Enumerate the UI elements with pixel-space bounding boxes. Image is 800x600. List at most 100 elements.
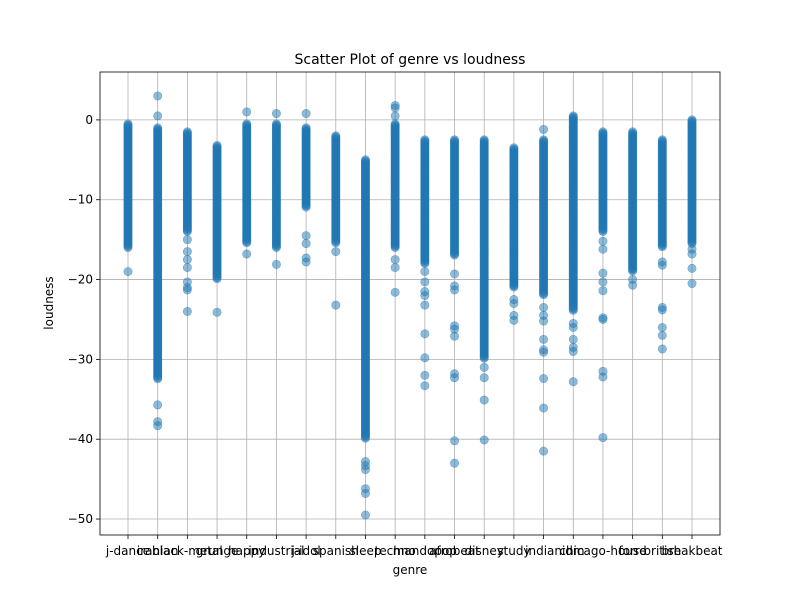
point-outlier: [271, 259, 281, 269]
point-outlier: [420, 370, 430, 380]
point-outlier: [657, 305, 667, 315]
series-j-dance: [123, 119, 133, 277]
point-outlier: [212, 307, 222, 317]
point-outlier: [450, 436, 460, 446]
y-tick-label: −20: [68, 273, 93, 287]
point-outlier: [182, 285, 192, 295]
series-indian: [539, 124, 549, 456]
point: [509, 282, 519, 292]
points-layer: [123, 91, 697, 520]
point-outlier: [153, 400, 163, 410]
point: [598, 226, 608, 236]
series-afrobeat: [450, 135, 460, 468]
point-outlier: [450, 458, 460, 468]
point-outlier: [657, 322, 667, 332]
point: [212, 274, 222, 284]
x-axis-title: genre: [393, 563, 428, 577]
series-iranian: [153, 91, 163, 431]
point-outlier: [420, 267, 430, 277]
point-outlier: [450, 269, 460, 279]
point-outlier: [628, 280, 638, 290]
point-outlier: [539, 124, 549, 134]
x-tick-label-spanish: spanish: [313, 544, 359, 558]
point-outlier: [598, 372, 608, 382]
point-outlier: [539, 403, 549, 413]
series-british: [657, 135, 667, 354]
x-tick-label-afrobeat: afrobeat: [429, 544, 480, 558]
point: [153, 374, 163, 384]
series-sleep: [360, 155, 370, 520]
point-outlier: [539, 334, 549, 344]
point-outlier: [539, 347, 549, 357]
x-tick-label-sleep: sleep: [349, 544, 381, 558]
point-outlier: [420, 277, 430, 287]
point-outlier: [360, 488, 370, 498]
point-outlier: [420, 300, 430, 310]
point: [242, 238, 252, 248]
point-outlier: [390, 103, 400, 113]
x-tick-label-indian: indian: [525, 544, 562, 558]
point-outlier: [687, 263, 697, 273]
point-outlier: [539, 316, 549, 326]
point-outlier: [568, 322, 578, 332]
point: [657, 242, 667, 252]
point-outlier: [331, 247, 341, 257]
point-outlier: [420, 353, 430, 363]
point-outlier: [450, 373, 460, 383]
point-outlier: [390, 287, 400, 297]
series-techno: [390, 101, 400, 297]
x-tick-label-techno: techno: [375, 544, 416, 558]
axes-layer: 0 −10 −20 −30 −40 −50 j-danceiranianblack-meta…: [68, 113, 723, 558]
series-disney: [479, 135, 489, 445]
series-industrial: [271, 109, 281, 269]
point-outlier: [509, 298, 519, 308]
series-chicago-house: [598, 127, 608, 443]
point-outlier: [420, 291, 430, 301]
point-outlier: [360, 510, 370, 520]
point-outlier: [657, 260, 667, 270]
point: [271, 242, 281, 252]
x-tick-label-happy: happy: [228, 544, 265, 558]
x-tick-label-j-dance: j-dance: [105, 544, 150, 558]
x-tick-label-breakbeat: breakbeat: [661, 544, 722, 558]
point-outlier: [301, 257, 311, 267]
point: [539, 290, 549, 300]
point-outlier: [301, 239, 311, 249]
point-outlier: [153, 111, 163, 121]
x-tick-label-study: study: [497, 544, 530, 558]
point-outlier: [182, 263, 192, 273]
x-tick-label-industrial: industrial: [248, 544, 304, 558]
point-outlier: [598, 277, 608, 287]
x-tick-label-idm: idm: [562, 544, 585, 558]
point-outlier: [390, 111, 400, 121]
series-spanish: [331, 131, 341, 310]
point-outlier: [123, 267, 133, 277]
point-outlier: [598, 286, 608, 296]
point: [123, 242, 133, 252]
y-tick-label: −50: [68, 512, 93, 526]
point-outlier: [687, 249, 697, 259]
point-outlier: [420, 381, 430, 391]
point-outlier: [568, 334, 578, 344]
plot-frame: [99, 71, 721, 536]
series-black-metal: [182, 127, 192, 316]
y-axis-title: loudness: [42, 276, 56, 329]
point: [628, 266, 638, 276]
x-tick-label-j-idol: j-idol: [290, 544, 320, 558]
point-outlier: [657, 344, 667, 354]
point-outlier: [182, 306, 192, 316]
point-outlier: [271, 109, 281, 119]
series-breakbeat: [687, 115, 697, 289]
series-grunge: [212, 140, 222, 317]
point: [420, 258, 430, 268]
chart-title: Scatter Plot of genre vs loudness: [295, 52, 526, 68]
point-outlier: [539, 302, 549, 312]
series-idm: [568, 111, 578, 387]
point: [331, 238, 341, 248]
x-tick-label-british: british: [643, 544, 681, 558]
y-tick-label: −10: [68, 193, 93, 207]
point-outlier: [479, 435, 489, 445]
point: [450, 250, 460, 260]
point-outlier: [539, 374, 549, 384]
